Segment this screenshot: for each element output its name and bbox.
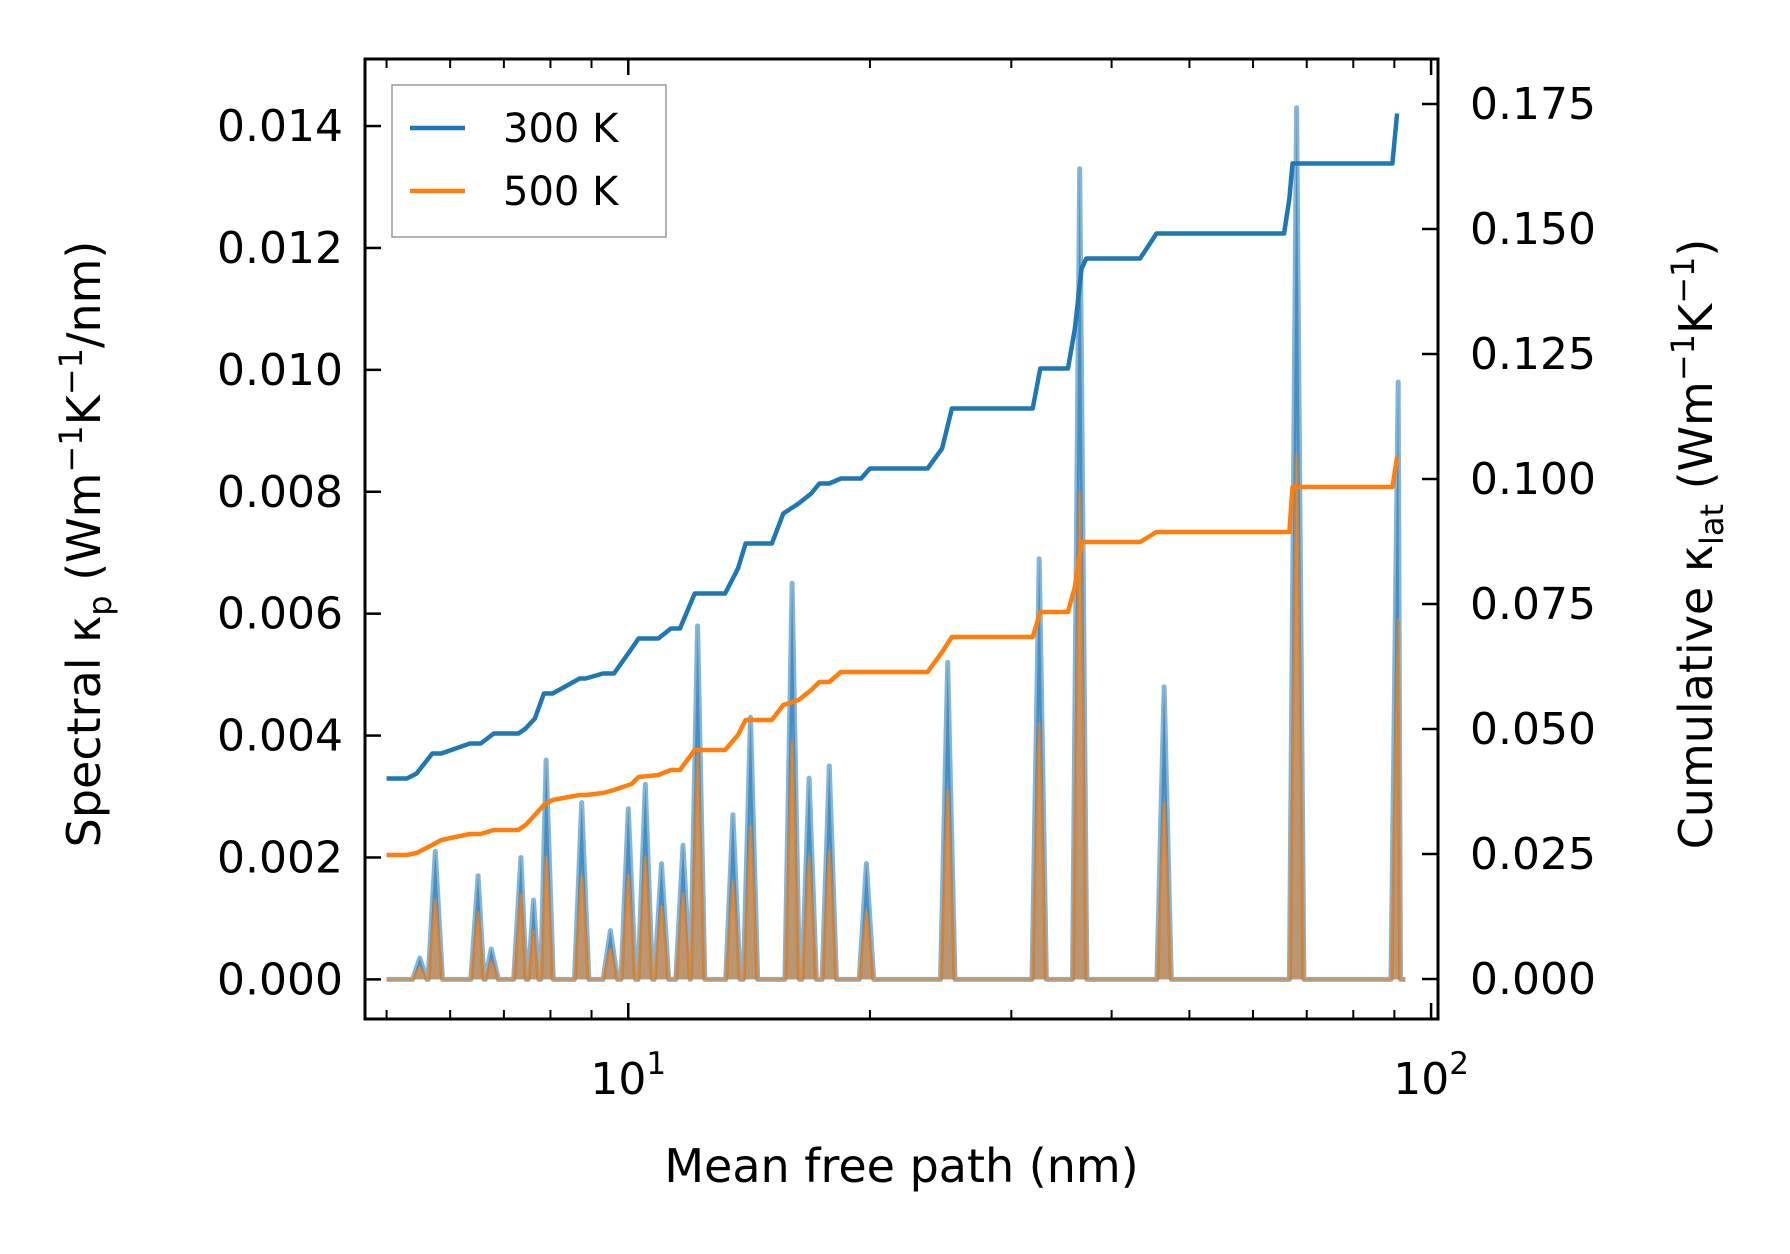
y-left-tick-label: 0.008 [217, 467, 343, 518]
y-right-tick-label: 0.125 [1470, 329, 1596, 380]
y-right-tick-label: 0.150 [1470, 204, 1596, 255]
y-right-tick-label: 0.175 [1470, 79, 1596, 130]
x-axis-label: Mean free path (nm) [664, 1139, 1138, 1193]
legend-label: 300 K [503, 106, 620, 152]
y-right-tick-label: 0.050 [1470, 704, 1596, 755]
y-left-tick-label: 0.010 [217, 345, 343, 396]
legend-box [391, 84, 667, 238]
cumulative-500k-line [386, 456, 1400, 858]
y-right-tick-label: 0.075 [1470, 579, 1596, 630]
y-left-tick-label: 0.012 [217, 223, 343, 274]
y-right-tick-label: 0.100 [1470, 454, 1596, 505]
x-tick-label: 101 [590, 1046, 666, 1105]
plot-frame [363, 57, 1440, 1021]
y-left-axis-label: Spectral κp (Wm−1K−1/nm) [52, 241, 119, 848]
spectral-500k-line [386, 453, 1406, 981]
cumulative-300k-line [386, 113, 1400, 781]
y-left-tick-label: 0.002 [217, 832, 343, 883]
x-tick-label: 102 [1393, 1046, 1469, 1105]
y-left-tick-label: 0.014 [217, 101, 343, 152]
y-left-tick-label: 0.004 [217, 711, 343, 762]
y-left-tick-label: 0.006 [217, 589, 343, 640]
legend-label: 500 K [503, 169, 620, 215]
y-right-tick-label: 0.000 [1470, 954, 1596, 1005]
y-right-tick-label: 0.025 [1470, 829, 1596, 880]
y-right-axis-label: Cumulative κlat (Wm−1K−1) [1664, 239, 1731, 850]
plot-content [386, 105, 1406, 982]
y-left-tick-label: 0.000 [217, 954, 343, 1005]
